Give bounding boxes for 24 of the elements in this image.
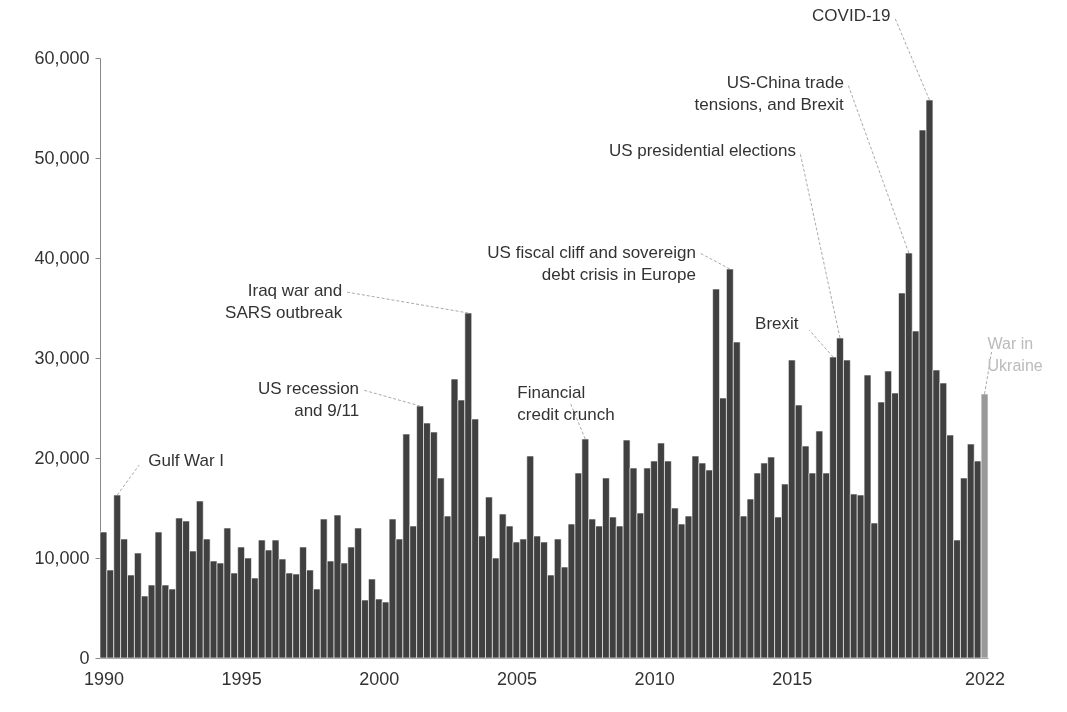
y-tick-label: 30,000 bbox=[34, 347, 90, 368]
annotation: US-China trade tensions, and Brexit bbox=[694, 73, 845, 114]
annotation: Iraq war and SARS outbreak bbox=[225, 281, 343, 322]
annotation: Gulf War I bbox=[148, 451, 225, 470]
x-tick-label: 1995 bbox=[221, 668, 262, 689]
y-tick-label: 60,000 bbox=[34, 47, 90, 68]
x-tick-label: 1990 bbox=[83, 668, 124, 689]
annotation: COVID-19 bbox=[812, 6, 891, 25]
y-tick-label: 20,000 bbox=[34, 447, 90, 468]
annotation: US presidential elections bbox=[608, 141, 796, 160]
x-tick-label: 2005 bbox=[496, 668, 537, 689]
annotation: US fiscal cliff and sovereign debt crisis in Europe bbox=[487, 243, 696, 284]
y-tick-label: 50,000 bbox=[34, 147, 90, 168]
y-tick-label: 0 bbox=[79, 647, 90, 668]
annotation: Financial credit crunch bbox=[517, 383, 615, 424]
x-tick-label: 2010 bbox=[634, 668, 675, 689]
y-tick-label: 40,000 bbox=[34, 247, 90, 268]
annotation: Brexit bbox=[755, 314, 799, 333]
x-tick-label: 2000 bbox=[359, 668, 400, 689]
annotation: War in Ukraine bbox=[987, 335, 1043, 374]
y-tick-label: 10,000 bbox=[34, 547, 90, 568]
annotation: US recession and 9/11 bbox=[257, 379, 360, 420]
x-tick-label: 2022 bbox=[965, 668, 1006, 689]
x-tick-label: 2015 bbox=[772, 668, 813, 689]
